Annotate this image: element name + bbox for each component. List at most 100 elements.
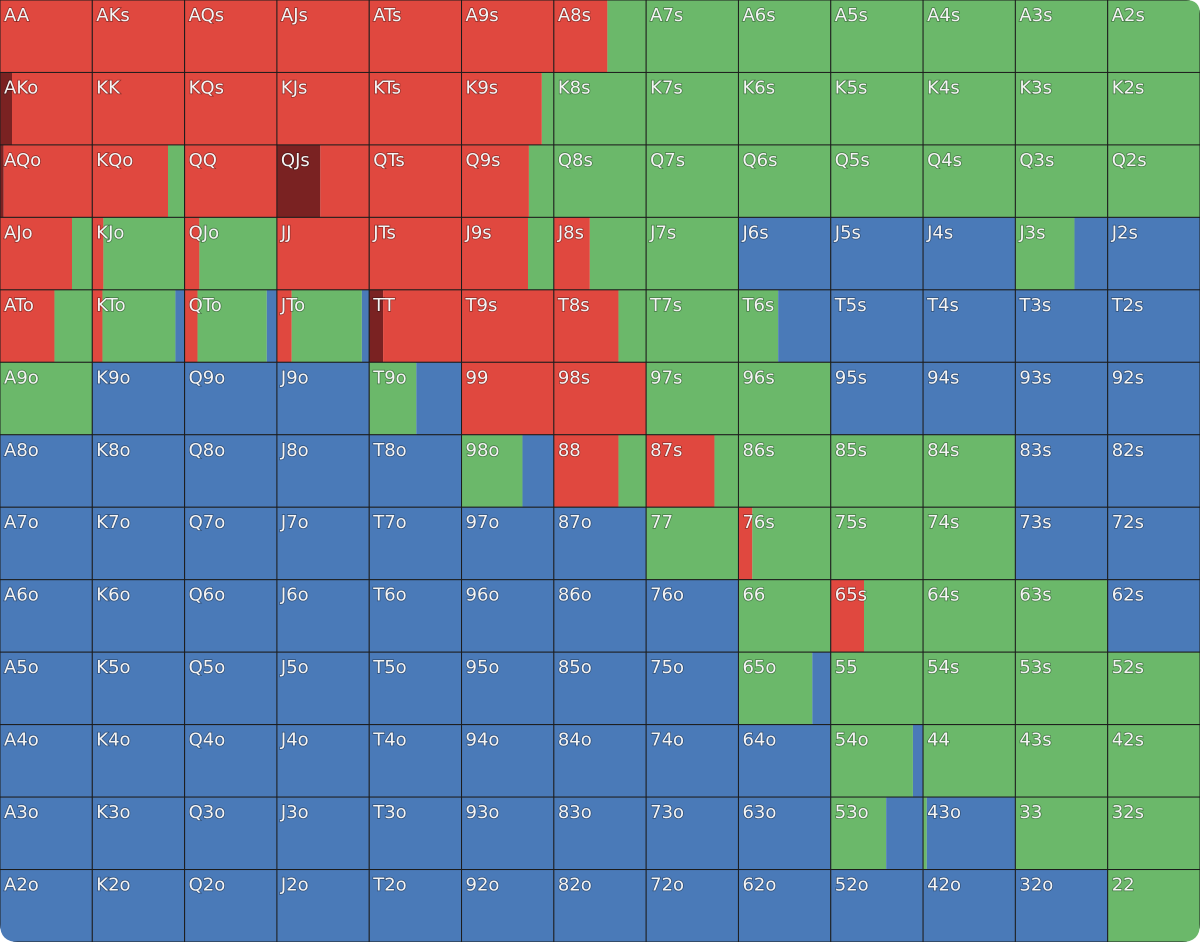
action-segment — [886, 797, 924, 870]
action-segment — [830, 144, 924, 218]
action-segment — [738, 0, 831, 73]
hand-label: 43s — [1019, 730, 1051, 751]
action-segment — [528, 144, 554, 218]
hand-label: T9s — [465, 295, 498, 316]
action-segment — [1015, 507, 1108, 580]
action-segment — [0, 144, 4, 218]
action-segment — [369, 724, 462, 798]
action-segment — [168, 144, 185, 218]
action-segment — [92, 217, 104, 290]
action-segment — [184, 72, 277, 145]
action-segment — [646, 72, 739, 145]
action-segment — [92, 362, 185, 435]
action-segment — [1107, 72, 1200, 145]
hand-label: K2s — [1112, 77, 1145, 98]
hand-label: 42o — [927, 875, 961, 896]
action-segment — [1107, 362, 1200, 435]
action-segment — [92, 797, 185, 870]
action-segment — [738, 797, 831, 870]
action-segment — [830, 797, 887, 870]
action-segment — [369, 579, 462, 653]
action-segment — [553, 507, 647, 580]
action-segment — [1107, 869, 1200, 942]
hand-label: J4s — [926, 222, 953, 243]
hand-label: ATo — [4, 295, 34, 316]
action-segment — [461, 72, 542, 145]
action-segment — [461, 797, 554, 870]
action-segment — [738, 362, 831, 435]
hand-label: Q9o — [189, 367, 226, 388]
action-segment — [1015, 579, 1108, 653]
action-segment — [291, 289, 362, 363]
hand-label: A3o — [4, 802, 39, 823]
hand-label: 52o — [835, 875, 869, 896]
action-segment — [646, 0, 739, 73]
action-segment — [72, 217, 93, 290]
hand-label: A7s — [650, 5, 683, 26]
hand-label: K3s — [1019, 77, 1052, 98]
hand-label: 86o — [558, 585, 592, 606]
hand-label: 93s — [1019, 367, 1051, 388]
hand-label: 75o — [650, 657, 684, 678]
action-segment — [646, 144, 739, 218]
action-segment — [528, 217, 554, 290]
hand-label: 98s — [558, 367, 590, 388]
action-segment — [184, 362, 277, 435]
action-segment — [276, 797, 370, 870]
hand-label: J7s — [649, 222, 676, 243]
action-segment — [1015, 434, 1108, 508]
action-segment — [92, 869, 185, 942]
action-segment — [12, 72, 93, 145]
action-segment — [0, 579, 93, 653]
hand-label: J3s — [1018, 222, 1045, 243]
hand-label: KQo — [96, 150, 133, 171]
action-segment — [646, 434, 715, 508]
action-segment — [738, 289, 779, 363]
action-segment — [92, 0, 185, 73]
action-segment — [92, 507, 185, 580]
hand-label: 75s — [835, 512, 867, 533]
hand-label: 63o — [742, 802, 776, 823]
hand-label: J5o — [280, 657, 309, 678]
action-segment — [0, 724, 93, 798]
hand-label: K5o — [96, 657, 130, 678]
action-segment — [276, 507, 370, 580]
action-segment — [184, 869, 277, 942]
action-segment — [738, 579, 831, 653]
action-segment — [1107, 579, 1200, 653]
action-segment — [276, 144, 321, 218]
hand-label: J7o — [280, 512, 309, 533]
action-segment — [1015, 869, 1108, 942]
hand-label: QJo — [189, 222, 220, 243]
action-segment — [0, 289, 55, 363]
hand-label: QQ — [189, 150, 217, 171]
hand-label: KJs — [281, 77, 308, 98]
hand-label: K9o — [96, 367, 130, 388]
action-segment — [461, 652, 554, 725]
hand-label: A7o — [4, 512, 39, 533]
hand-label: Q8o — [189, 440, 226, 461]
action-segment — [0, 434, 93, 508]
action-segment — [0, 217, 72, 290]
action-segment — [589, 217, 647, 290]
action-segment — [184, 797, 277, 870]
action-segment — [646, 797, 739, 870]
action-segment — [607, 0, 647, 73]
hand-label: TT — [372, 295, 396, 316]
action-segment — [830, 72, 924, 145]
hand-label: KQs — [189, 77, 224, 98]
hand-label: A5o — [4, 657, 39, 678]
action-segment — [369, 652, 462, 725]
action-segment — [553, 869, 647, 942]
action-segment — [0, 72, 12, 145]
hand-label: T6s — [741, 295, 774, 316]
hand-label: K4o — [96, 730, 130, 751]
hand-label: Q6o — [189, 585, 226, 606]
action-segment — [461, 289, 554, 363]
action-segment — [184, 144, 277, 218]
action-segment — [276, 72, 370, 145]
hand-label: 85s — [835, 440, 867, 461]
hand-label: 64s — [927, 585, 959, 606]
action-segment — [461, 507, 554, 580]
action-segment — [1015, 289, 1108, 363]
